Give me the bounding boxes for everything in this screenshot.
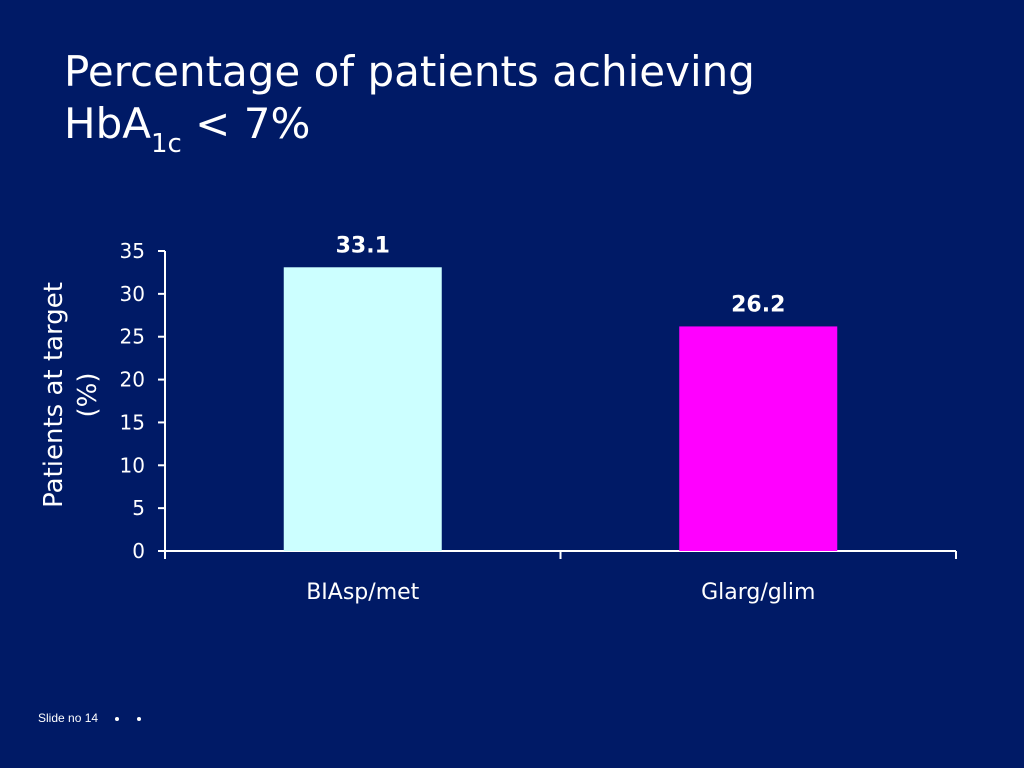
x-category-label: Glarg/glim — [701, 580, 815, 605]
bar-2 — [679, 326, 838, 551]
title-subscript: 1c — [150, 129, 182, 159]
bar-1 — [283, 267, 442, 551]
y-tick-label: 5 — [132, 496, 145, 520]
bar-value-label: 26.2 — [731, 292, 785, 317]
y-tick-label: 0 — [132, 539, 145, 563]
footer-dot-icon — [136, 716, 141, 721]
y-tick-label: 15 — [120, 410, 145, 434]
slide-title: Percentage of patients achieving HbA1c <… — [64, 46, 755, 159]
y-tick-label: 25 — [120, 325, 145, 349]
x-category-label: BIAsp/met — [306, 580, 419, 605]
y-tick-label: 10 — [120, 453, 145, 477]
bar-value-label: 33.1 — [336, 233, 390, 258]
y-tick-label: 35 — [120, 239, 145, 263]
slide-number: Slide no 14 — [38, 711, 99, 725]
y-tick-label: 30 — [120, 282, 145, 306]
y-axis-label: Patients at target (%) — [39, 282, 103, 508]
title-threshold: < 7% — [181, 99, 311, 148]
title-hba: HbA — [64, 99, 151, 148]
y-tick-label: 20 — [120, 368, 145, 392]
title-line-1: Percentage of patients achieving — [64, 47, 755, 96]
y-axis-label-line-1: Patients at target — [39, 282, 69, 508]
footer: Slide no 14 — [38, 711, 141, 725]
y-axis-label-line-2: (%) — [73, 373, 103, 418]
footer-dot-icon — [115, 716, 120, 721]
